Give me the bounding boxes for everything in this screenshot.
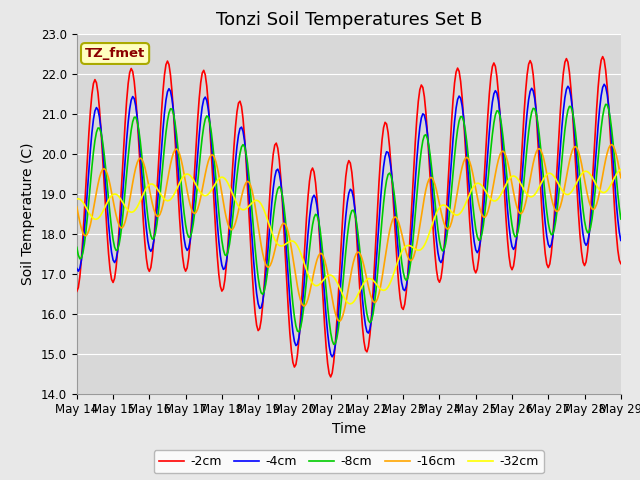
- Line: -2cm: -2cm: [77, 57, 621, 377]
- X-axis label: Time: Time: [332, 422, 366, 436]
- Line: -16cm: -16cm: [77, 144, 621, 321]
- Title: Tonzi Soil Temperatures Set B: Tonzi Soil Temperatures Set B: [216, 11, 482, 29]
- Line: -8cm: -8cm: [77, 104, 621, 344]
- Legend: -2cm, -4cm, -8cm, -16cm, -32cm: -2cm, -4cm, -8cm, -16cm, -32cm: [154, 450, 543, 473]
- Line: -32cm: -32cm: [77, 169, 621, 304]
- Text: TZ_fmet: TZ_fmet: [85, 47, 145, 60]
- Y-axis label: Soil Temperature (C): Soil Temperature (C): [21, 143, 35, 285]
- Line: -4cm: -4cm: [77, 84, 621, 357]
